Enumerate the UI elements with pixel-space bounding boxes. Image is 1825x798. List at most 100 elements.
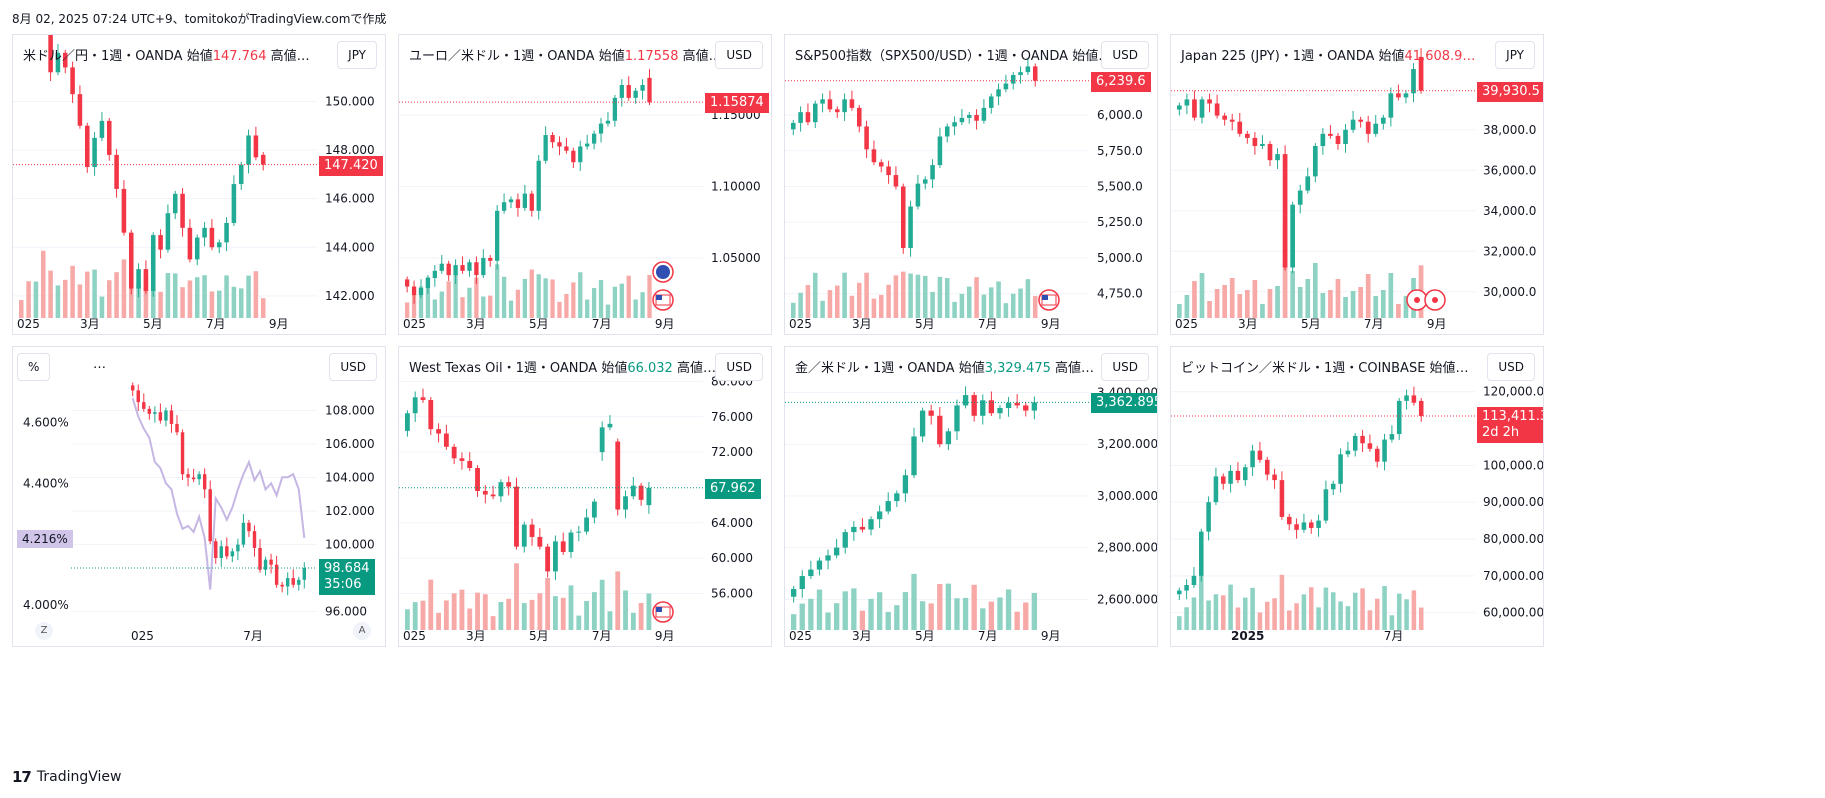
candle-body: [425, 277, 431, 288]
candle-body: [1305, 176, 1311, 191]
candle-body: [1297, 190, 1303, 205]
candle-body: [1198, 531, 1204, 576]
volume-bar: [99, 296, 105, 318]
zoom-button[interactable]: Z: [35, 622, 53, 640]
volume-bar: [165, 273, 171, 318]
volume-bar: [842, 272, 847, 318]
x-tick-label: 3月: [466, 317, 486, 331]
volume-bar: [521, 603, 527, 630]
volume-bar: [33, 281, 39, 318]
chart-plot[interactable]: 38,000.0 36,000.0 34,000.0 32,000.0 30,000.0…: [1171, 35, 1544, 335]
currency-button[interactable]: USD: [1101, 353, 1149, 381]
volume-bar: [70, 265, 75, 318]
candle-body: [1003, 83, 1009, 90]
candle-body: [894, 493, 900, 502]
chart-plot[interactable]: 6,000.0 5,750.0 5,500.0 5,250.0 5,000.0 4,750…: [785, 35, 1158, 335]
volume-bar: [1396, 593, 1402, 630]
candle-body: [1025, 66, 1031, 73]
y-tick-label: 90,000.00: [1483, 495, 1544, 509]
symbol-legend[interactable]: West Texas Oil・1週・OANDA 始値66.032 高値…: [409, 357, 716, 376]
volume-bar: [893, 275, 899, 318]
candle-body: [412, 397, 418, 414]
candle-body: [598, 123, 604, 134]
volume-bar: [405, 609, 410, 630]
x-tick-label: 3月: [1238, 317, 1258, 331]
volume-bar: [808, 598, 814, 630]
candle-body: [1286, 516, 1292, 525]
volume-bar: [136, 284, 141, 318]
volume-bar: [451, 593, 457, 630]
symbol-legend[interactable]: 金／米ドル・1週・OANDA 始値3,329.475 高値…: [795, 357, 1094, 376]
candle-body: [1192, 99, 1197, 118]
x-tick-label: 7月: [978, 629, 998, 643]
volume-bar: [928, 603, 934, 630]
chart-panel[interactable]: 3,400.0003,200.0003,000.0002,800.0002,60…: [784, 346, 1158, 647]
symbol-legend[interactable]: S&P500指数（SPX500/USD）・1週・OANDA 始値…: [795, 45, 1111, 64]
y-tick-label: 4,750.0: [1097, 287, 1143, 301]
candle-body: [1388, 93, 1394, 118]
currency-button[interactable]: USD: [1101, 41, 1149, 69]
symbol-legend[interactable]: Japan 225 (JPY)・1週・OANDA 始値41,608.9…: [1181, 45, 1475, 64]
candle-body: [1275, 154, 1280, 161]
chart-panel[interactable]: 38,000.0 36,000.0 34,000.0 32,000.0 30,000.0…: [1170, 34, 1544, 335]
chart-plot[interactable]: 3,400.0003,200.0003,000.0002,800.0002,60…: [785, 347, 1158, 647]
volume-bar: [568, 585, 574, 630]
jp-flag-icon[interactable]: [1424, 289, 1446, 311]
chart-plot[interactable]: 150.000 148.000 146.000 144.000 142.000 025 3月…: [13, 35, 386, 335]
volume-bar: [418, 286, 424, 318]
currency-button[interactable]: USD: [715, 353, 763, 381]
us-flag-icon[interactable]: [1038, 289, 1060, 311]
symbol-legend[interactable]: ビットコイン／米ドル・1週・COINBASE 始値…: [1181, 357, 1469, 376]
volume-bar: [1367, 610, 1373, 630]
open-value: 3,329.475: [984, 361, 1051, 376]
candle-body: [297, 579, 301, 585]
chart-panel[interactable]: 108.000 106.000 104.000 102.000 100.000 96.00…: [12, 346, 386, 647]
candle-body: [1294, 524, 1299, 530]
candle-body: [99, 120, 105, 138]
chart-panel[interactable]: 80.000 76.000 72.000 64.000 60.000 56.000 025 3…: [398, 346, 772, 647]
currency-button[interactable]: USD: [1487, 353, 1535, 381]
eu-flag-icon[interactable]: [652, 261, 674, 283]
x-tick-label: 9月: [655, 317, 675, 331]
candle-body: [263, 559, 268, 570]
candle-body: [571, 150, 576, 163]
us-flag-icon[interactable]: [652, 289, 674, 311]
candle-body: [490, 494, 496, 497]
candle-body: [70, 67, 75, 95]
volume-bar: [490, 616, 496, 630]
symbol-legend[interactable]: ユーロ／米ドル・1週・OANDA 始値1.17558 高値…: [409, 45, 722, 64]
candle-body: [474, 262, 479, 276]
currency-button[interactable]: USD: [329, 353, 377, 381]
chart-panel[interactable]: 120,000.00 100,000.00 90,000.00 80,000.00 70…: [1170, 346, 1544, 647]
chart-panel[interactable]: 1.15000 1.10000 1.05000 025 3月 5月 7月 9月 1.15874 ユ…: [398, 34, 772, 335]
candle-body: [1330, 483, 1336, 490]
candle-body: [214, 541, 218, 558]
x-tick-label: 7月: [592, 317, 612, 331]
chart-panel[interactable]: 150.000 148.000 146.000 144.000 142.000 025 3月…: [12, 34, 386, 335]
symbol-title: Japan 225 (JPY)・1週・OANDA 始値: [1181, 49, 1405, 64]
auto-scale-button[interactable]: A: [353, 622, 371, 640]
currency-button[interactable]: JPY: [337, 41, 377, 69]
symbol-legend[interactable]: 米ドル／円・1週・OANDA 始値147.764 高値…: [23, 45, 310, 64]
last-price-tag: 147.420: [319, 155, 383, 176]
candle-body: [1264, 459, 1270, 475]
candle-body: [543, 135, 548, 161]
chart-plot[interactable]: 108.000 106.000 104.000 102.000 100.000 96.00…: [13, 347, 386, 647]
currency-button[interactable]: USD: [715, 41, 763, 69]
chart-caption: 8月 02, 2025 07:24 UTC+9、tomitokoがTrading…: [12, 12, 387, 26]
volume-bar: [187, 280, 193, 318]
y-tick-label: 6,000.0: [1097, 108, 1143, 122]
jp-flag-icon[interactable]: [1406, 289, 1428, 311]
percent-scale-button[interactable]: %: [17, 353, 51, 381]
symbol-legend[interactable]: …: [93, 357, 106, 372]
candle-body: [180, 193, 185, 228]
candle-body: [246, 135, 251, 165]
candle-body: [436, 429, 441, 434]
us-flag-icon[interactable]: [652, 601, 674, 623]
tradingview-footer[interactable]: 17 TradingView: [12, 768, 121, 786]
currency-button[interactable]: JPY: [1495, 41, 1535, 69]
chart-plot[interactable]: 120,000.00 100,000.00 90,000.00 80,000.00 70…: [1171, 347, 1544, 647]
chart-panel[interactable]: 6,000.0 5,750.0 5,500.0 5,250.0 5,000.0 4,750…: [784, 34, 1158, 335]
